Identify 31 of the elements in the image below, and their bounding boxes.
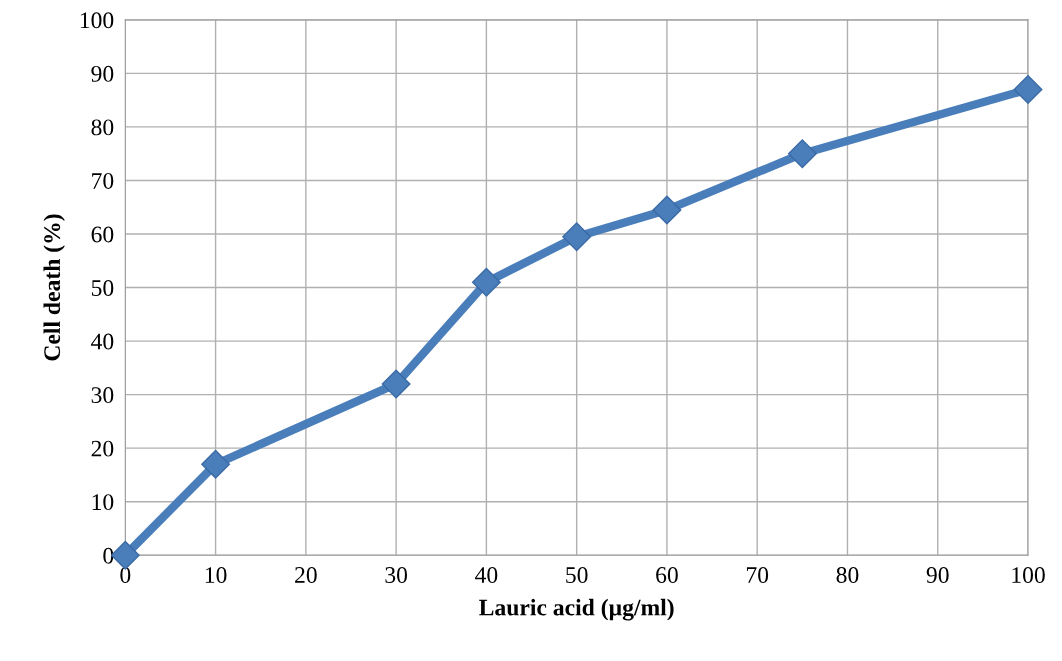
x-tick-label: 10 [205, 567, 227, 583]
x-axis-title: Lauric acid (µg/ml) [479, 598, 674, 621]
x-tick-label: 100 [1012, 567, 1045, 583]
y-tick-label: 60 [91, 226, 114, 243]
y-tick-label: 70 [92, 172, 114, 189]
x-tick-label: 60 [656, 567, 678, 583]
y-tick-label: 100 [80, 12, 114, 29]
y-axis-title: Cell death (%) [43, 214, 65, 361]
point [471, 267, 501, 297]
y-tick-label: 50 [91, 280, 114, 296]
point [562, 222, 592, 252]
y-tick-label: 10 [92, 494, 114, 511]
y-tick-label: 20 [91, 440, 114, 457]
x-tick-label: 90 [926, 567, 949, 583]
point [787, 139, 817, 169]
y-tick-label: 30 [91, 387, 114, 404]
point [652, 195, 682, 225]
x-tick-label: 20 [295, 567, 317, 583]
point [201, 449, 231, 479]
x-tick-label: 80 [836, 567, 859, 583]
x-tick-label: 70 [746, 567, 769, 583]
point [1013, 74, 1043, 104]
y-tick-label: 90 [91, 65, 114, 82]
x-tick-label: 50 [566, 567, 588, 583]
x-tick-label: 0 [120, 567, 131, 583]
x-tick-label: 30 [385, 567, 408, 583]
x-tick-label: 40 [475, 567, 498, 583]
point [381, 369, 411, 399]
y-tick-label: 0 [103, 547, 114, 564]
y-tick-label: 80 [91, 119, 114, 136]
y-tick-label: 40 [91, 333, 114, 350]
